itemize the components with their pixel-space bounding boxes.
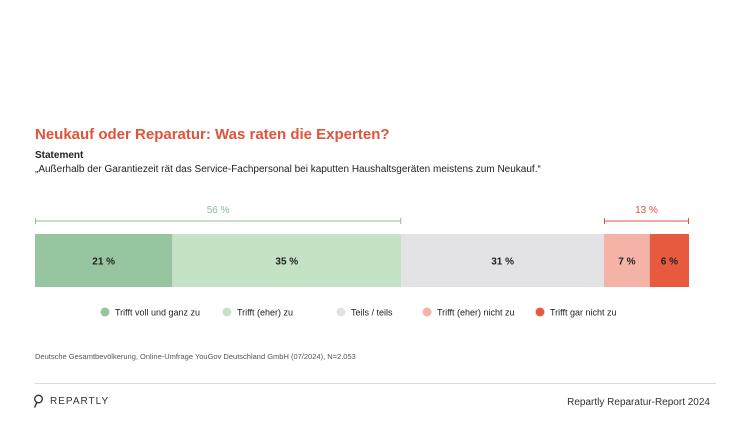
bar-segment <box>35 234 173 287</box>
legend-label: Trifft voll und ganz zu <box>115 308 200 318</box>
legend-label: Trifft (eher) zu <box>237 308 293 318</box>
legend-label: Trifft gar nicht zu <box>550 308 617 318</box>
bracket-label: 56 % <box>207 205 230 216</box>
statement-label: Statement <box>35 150 84 161</box>
bar-segment <box>603 234 650 287</box>
legend-swatch <box>535 307 545 317</box>
legend-label: Teils / teils <box>351 308 393 318</box>
stacked-bar-chart: 21 % 35 % 31 % 7 % 6 % 56 % 13 % Trifft voll un… <box>35 205 689 318</box>
statement-text: „Außerhalb der Garantiezeit rät das Serv… <box>35 164 541 175</box>
legend-swatch <box>336 307 346 317</box>
bar-segment <box>172 234 402 287</box>
legend-label: Trifft (eher) nicht zu <box>437 308 515 318</box>
brand-logo: REPARTLY <box>33 394 109 408</box>
legend-swatch <box>422 307 432 317</box>
footer-divider <box>35 383 716 384</box>
brand-name: REPARTLY <box>50 395 110 407</box>
data-label: 7 % <box>618 257 635 268</box>
chart-title: Neukauf oder Reparatur: Was raten die Ex… <box>35 126 390 143</box>
data-label: 31 % <box>491 257 514 268</box>
data-label: 21 % <box>92 257 115 268</box>
bar-segment <box>401 234 604 287</box>
bracket-label: 13 % <box>635 205 658 216</box>
source-note: Deutsche Gesamtbevölkerung, Online-Umfra… <box>35 352 356 361</box>
data-label: 6 % <box>661 257 678 268</box>
report-name: Repartly Reparatur-Report 2024 <box>567 397 710 408</box>
legend-swatch <box>100 307 110 317</box>
bar-segment <box>649 234 689 287</box>
legend-swatch <box>222 307 232 317</box>
repartly-logo-icon <box>34 394 43 408</box>
data-label: 35 % <box>275 257 298 268</box>
